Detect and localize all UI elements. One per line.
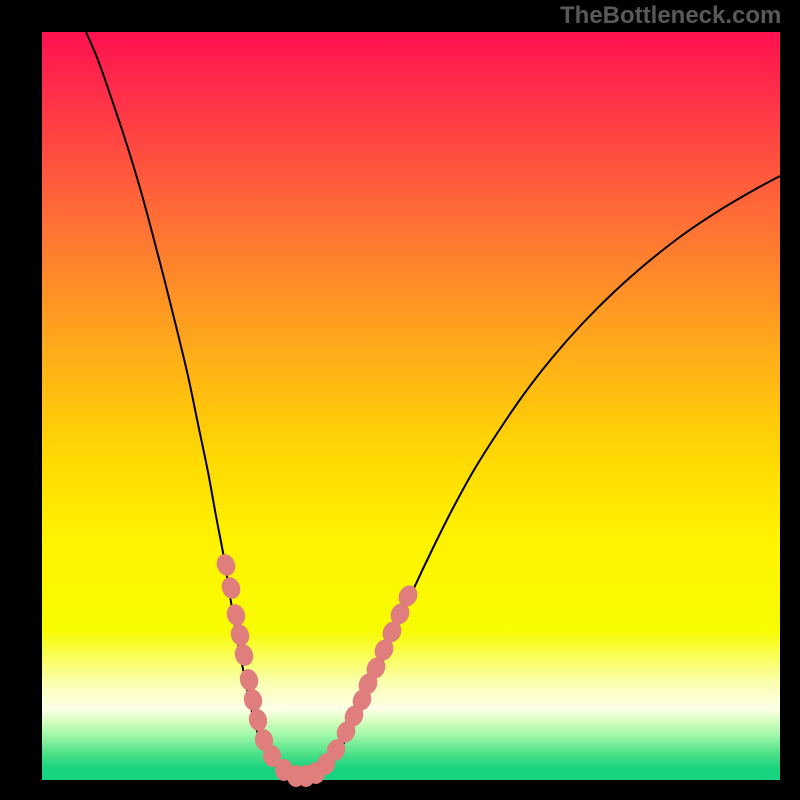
chart-root: TheBottleneck.com xyxy=(0,0,800,800)
plot-background-gradient xyxy=(42,32,780,780)
watermark-text: TheBottleneck.com xyxy=(560,2,781,30)
